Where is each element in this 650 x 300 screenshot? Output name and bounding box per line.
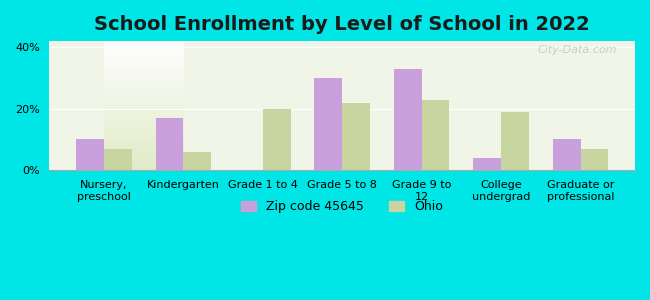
Bar <box>473 158 501 170</box>
Bar <box>552 140 580 170</box>
Bar <box>104 149 132 170</box>
Title: School Enrollment by Level of School in 2022: School Enrollment by Level of School in … <box>94 15 590 34</box>
Bar <box>501 112 529 170</box>
Bar <box>155 118 183 170</box>
Text: City-Data.com: City-Data.com <box>538 45 617 55</box>
Bar <box>76 140 104 170</box>
Bar <box>343 103 370 170</box>
Bar <box>263 109 291 170</box>
Bar <box>394 69 422 170</box>
Bar <box>315 78 343 170</box>
Bar <box>580 149 608 170</box>
Legend: Zip code 45645, Ohio: Zip code 45645, Ohio <box>237 195 448 218</box>
Bar <box>422 100 450 170</box>
Bar <box>183 152 211 170</box>
